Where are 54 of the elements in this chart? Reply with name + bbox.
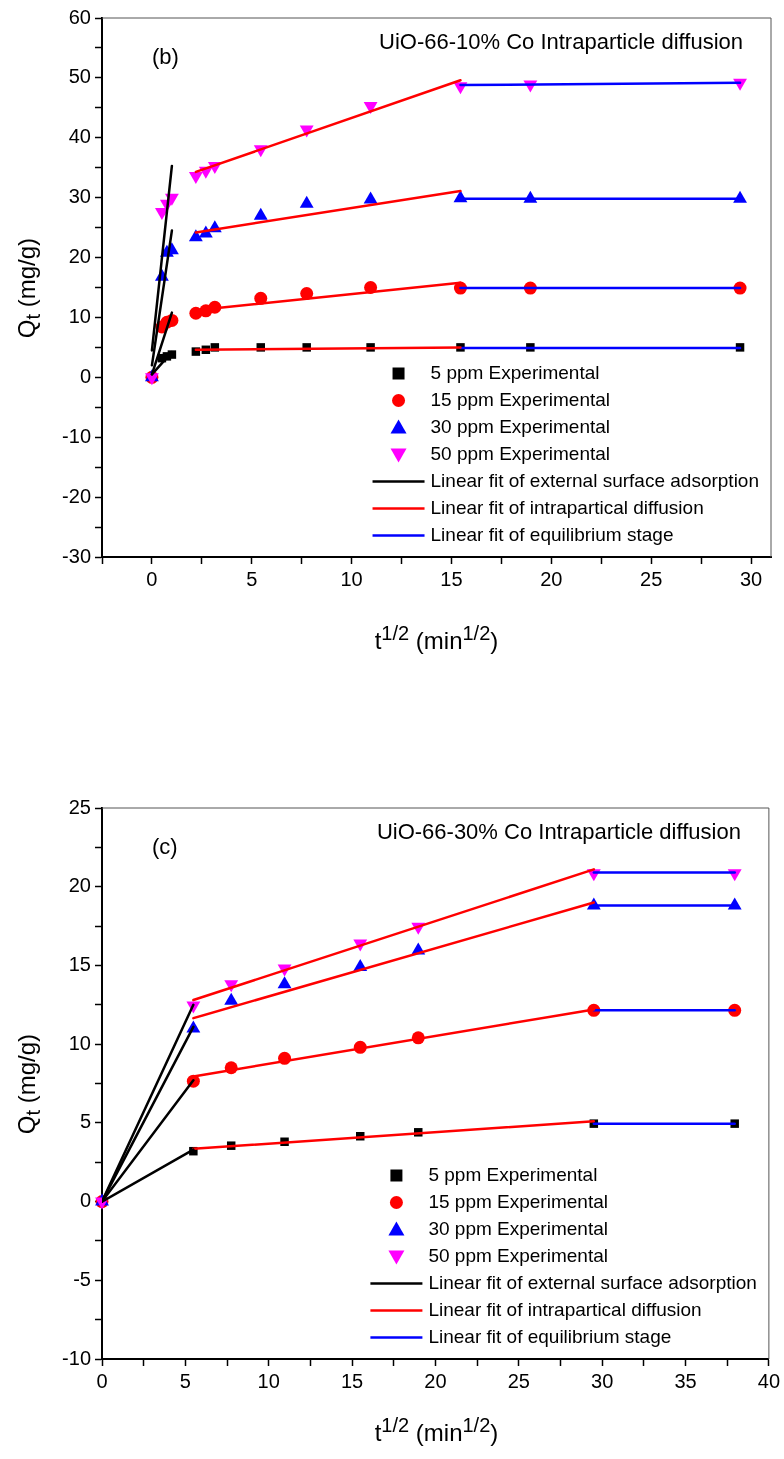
y-tick-label: 20	[68, 245, 91, 268]
x-tick-label: 35	[674, 1369, 697, 1392]
y-tick-label: 0	[79, 364, 91, 387]
legend-label: Linear fit of equilibrium stage	[430, 523, 674, 545]
x-tick-label: 10	[257, 1369, 280, 1392]
y-tick-label: 0	[79, 1189, 91, 1212]
text: UiO-66-10% Co Intraparticle diffusion	[379, 29, 743, 55]
x-axis-title: t$^{1/2}$ (min$^{1/2}$)	[374, 622, 499, 654]
y-tick-label: -5	[73, 1267, 91, 1290]
x-tick-label: 20	[540, 567, 563, 590]
x-tick-label: 10	[340, 567, 363, 590]
legend-label: 50 ppm Experimental	[430, 442, 611, 464]
y-tick-label: 40	[68, 125, 91, 148]
annotation: (c)	[152, 834, 178, 860]
x-tick-label: 25	[640, 567, 663, 590]
y-tick-label: 10	[68, 304, 91, 327]
text: UiO-66-30% Co Intraparticle diffusion	[376, 819, 741, 845]
x-tick-label: 30	[739, 567, 763, 590]
legend-label: 30 ppm Experimental	[428, 1217, 608, 1239]
legend-label: Linear fit of intrapartical diffusion	[428, 1298, 702, 1320]
legend-label: Linear fit of equilibrium stage	[428, 1325, 672, 1347]
legend-label: Linear fit of external surface adsorption	[428, 1271, 757, 1293]
y-tick-label: 15	[68, 952, 91, 975]
legend-label: 30 ppm Experimental	[430, 415, 611, 437]
y-tick-label: -10	[62, 1346, 91, 1369]
x-tick-label: 20	[424, 1369, 447, 1392]
y-tick-label: 5	[79, 1110, 91, 1133]
y-tick-label: -20	[62, 484, 91, 507]
y-tick-label: 50	[68, 65, 91, 88]
legend-label: 15 ppm Experimental	[430, 388, 611, 410]
x-tick-label: 15	[440, 567, 463, 590]
y-tick-label: 30	[68, 185, 91, 208]
y-tick-label: 10	[68, 1031, 91, 1054]
y-tick-label: 25	[68, 795, 91, 818]
x-tick-label: 25	[507, 1369, 530, 1392]
legend-label: 5 ppm Experimental	[428, 1163, 598, 1185]
legend-label: 15 ppm Experimental	[428, 1190, 608, 1212]
legend-label: 50 ppm Experimental	[428, 1244, 608, 1266]
x-tick-label: 0	[96, 1369, 108, 1392]
x-tick-label: 5	[246, 567, 258, 590]
legend-label: Linear fit of intrapartical diffusion	[430, 496, 704, 518]
annotation: (b)	[152, 44, 179, 70]
y-tick-label: -30	[62, 544, 91, 567]
y-tick-label: -10	[62, 424, 91, 447]
x-tick-label: 15	[340, 1369, 364, 1392]
x-axis-title: t$^{1/2}$ (min$^{1/2}$)	[374, 1414, 499, 1446]
legend-label: Linear fit of external surface adsorption	[430, 469, 759, 491]
y-tick-label: 60	[68, 5, 91, 28]
x-tick-label: 30	[591, 1369, 614, 1392]
x-tick-label: 40	[757, 1369, 780, 1392]
x-tick-label: 0	[146, 567, 158, 590]
legend-label: 5 ppm Experimental	[430, 361, 600, 383]
y-tick-label: 20	[68, 874, 91, 897]
x-tick-label: 5	[179, 1369, 191, 1392]
